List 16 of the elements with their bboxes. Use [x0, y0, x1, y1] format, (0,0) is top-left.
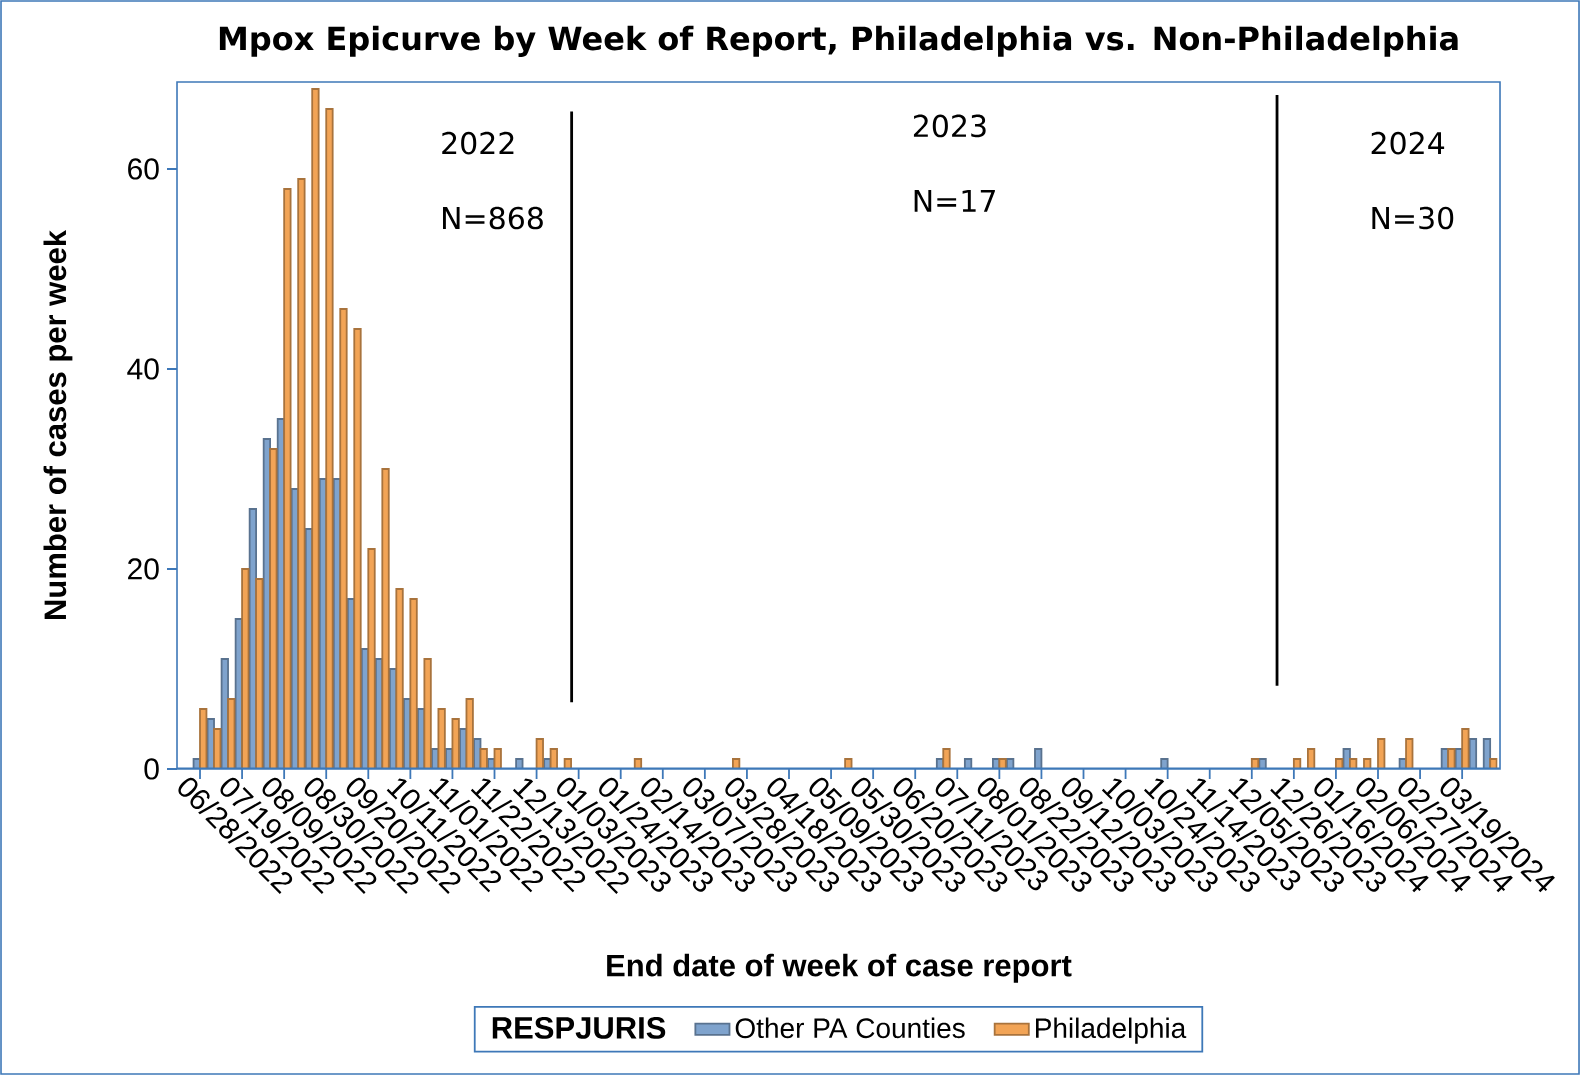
y-tick-label: 40	[127, 358, 159, 380]
annotation: 2024	[1371, 131, 1445, 155]
annotation: 2022	[442, 131, 514, 155]
chart-title: Mpox Epicurve by Week of Report, Philadelphia vs. Non-Philadelphia	[219, 25, 1458, 57]
x-axis-title: End date of week of case report	[607, 953, 1072, 983]
annotation: N=17	[914, 189, 995, 212]
legend-label: Other PA Counties	[735, 1017, 965, 1039]
y-tick-label: 60	[128, 158, 159, 180]
annotation: 2023	[913, 114, 986, 138]
annotation: N=30	[1372, 206, 1454, 230]
y-axis-title: Number of cases per week	[43, 229, 73, 619]
legend-label: Philadelphia	[1036, 1017, 1187, 1044]
annotation: N=868	[443, 206, 543, 230]
legend-title: RESPJURIS	[492, 1016, 666, 1039]
y-tick-label: 20	[128, 558, 159, 580]
y-tick-label: 0	[144, 758, 159, 780]
